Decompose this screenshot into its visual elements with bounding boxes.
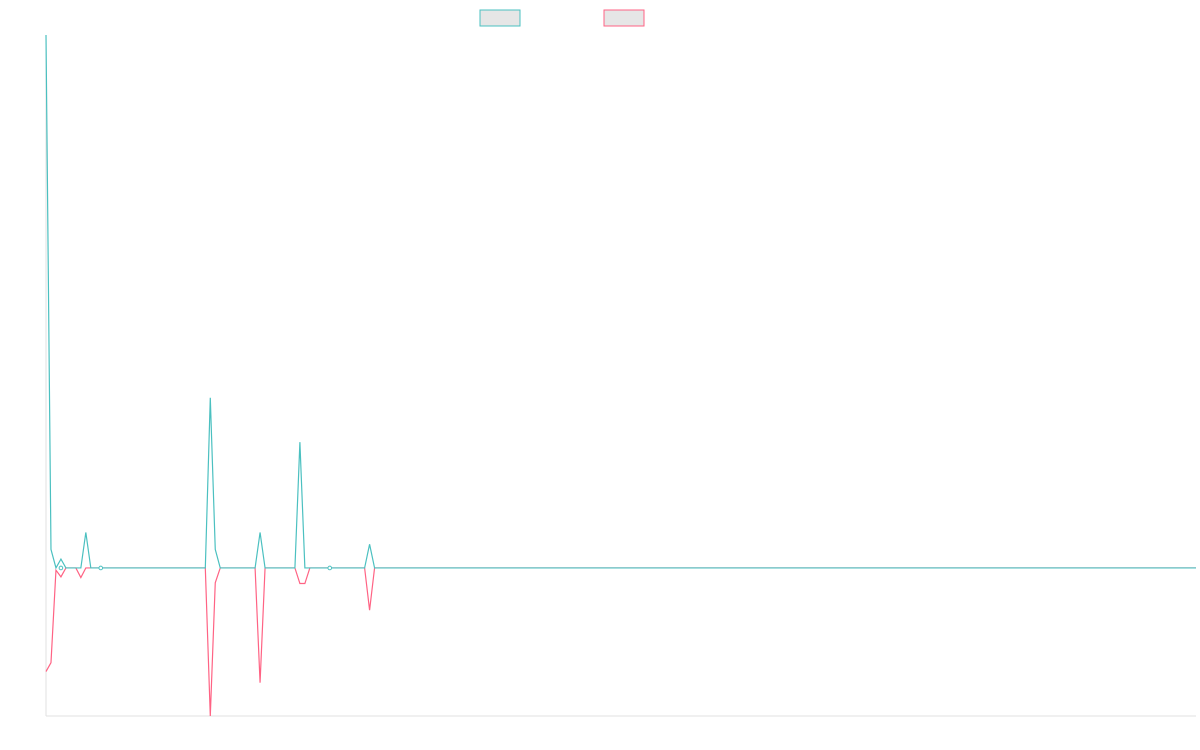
series-point-marker-2 <box>58 565 64 571</box>
series-line-0 <box>45 34 1196 570</box>
legend-swatch-1[interactable] <box>603 9 645 27</box>
axes <box>45 35 1196 717</box>
legend-swatch-0[interactable] <box>479 9 521 27</box>
series-line-1 <box>45 567 1196 717</box>
series-layer <box>45 34 1196 717</box>
legend <box>479 9 645 27</box>
series-point-marker-0 <box>98 565 104 571</box>
series-point-marker-1 <box>327 565 333 571</box>
